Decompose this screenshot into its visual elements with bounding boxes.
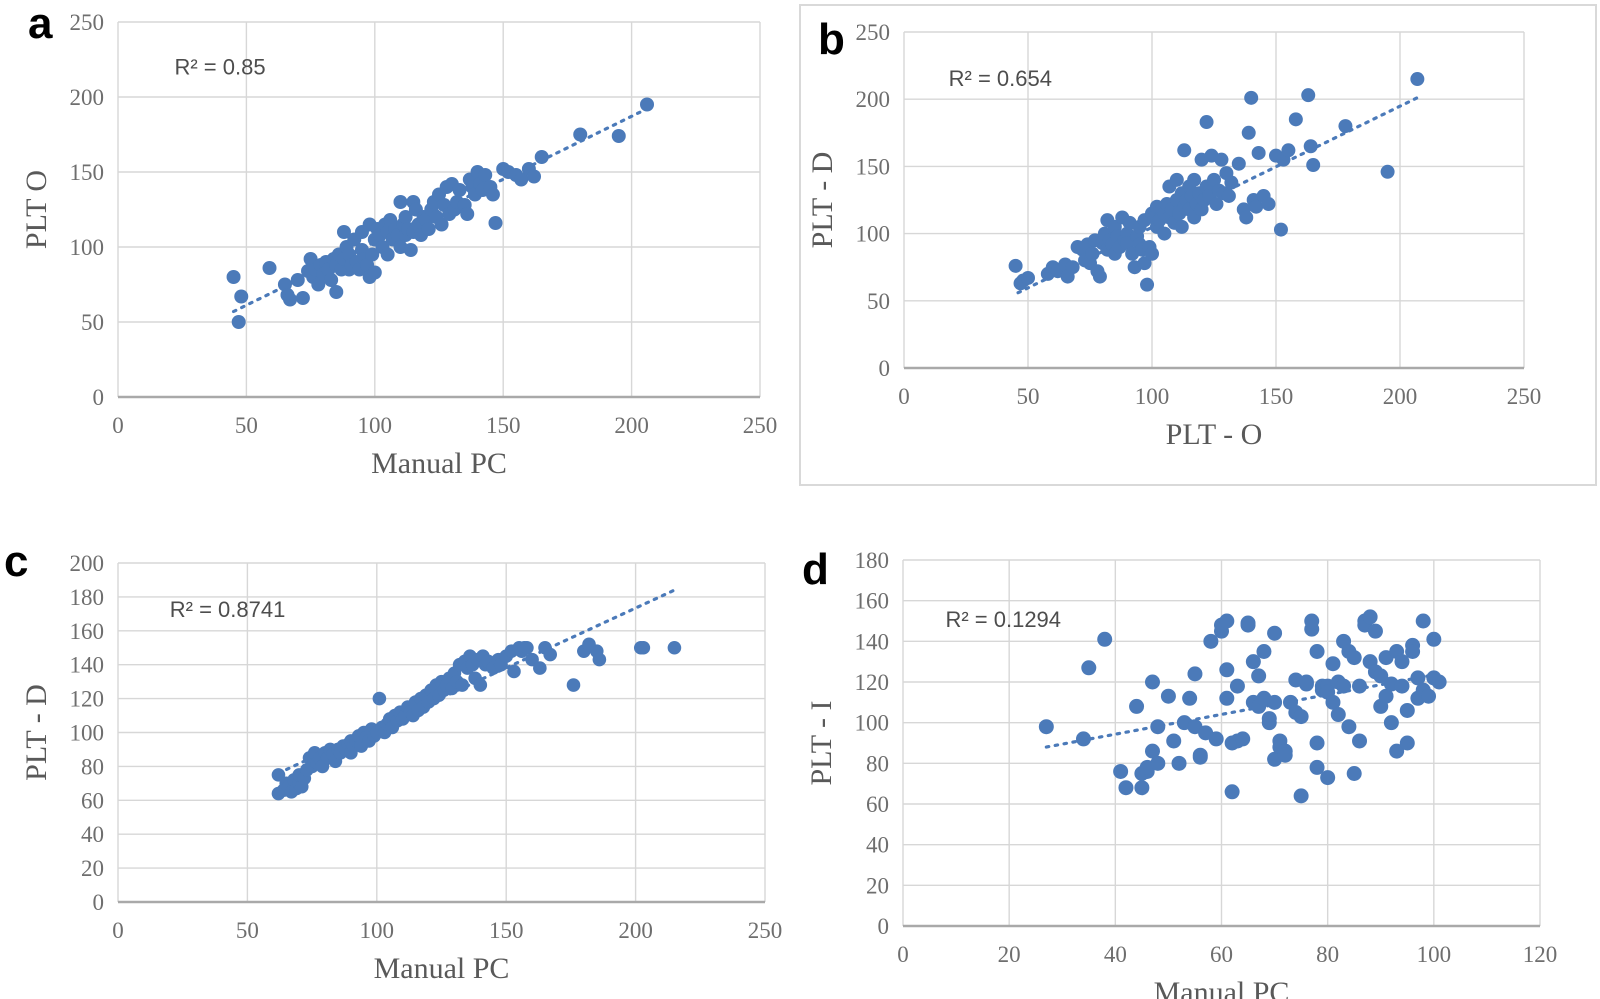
svg-text:R² = 0.8741: R² = 0.8741 [170,597,286,622]
svg-text:50: 50 [1017,384,1040,409]
svg-text:50: 50 [235,413,258,438]
svg-text:150: 150 [70,160,105,185]
svg-text:100: 100 [70,235,105,260]
svg-text:180: 180 [70,585,105,610]
svg-text:200: 200 [614,413,649,438]
svg-text:180: 180 [855,548,890,573]
svg-text:Manual PC: Manual PC [374,952,510,985]
scatter-plot-b: 0 50 100 150 200 250 0 50 100 150 200 250 PLT - O PLT… [806,20,1542,451]
svg-text:40: 40 [1104,942,1127,967]
svg-text:160: 160 [855,589,890,614]
svg-text:80: 80 [866,751,889,776]
scatter-plot-d: 0 20 40 60 80 100 120 140 160 180 0 20 40 60 80 100 120 M… [805,548,1558,999]
svg-text:200: 200 [618,918,653,943]
svg-text:20: 20 [998,942,1021,967]
svg-text:50: 50 [236,918,259,943]
svg-text:200: 200 [1383,384,1418,409]
panel-letter-c: c [4,537,29,586]
svg-text:250: 250 [70,10,105,35]
svg-text:200: 200 [856,87,891,112]
svg-text:60: 60 [1210,942,1233,967]
svg-text:0: 0 [93,890,105,915]
svg-text:0: 0 [897,942,909,967]
svg-text:100: 100 [855,711,890,736]
svg-text:120: 120 [70,687,105,712]
svg-text:PLT - D: PLT - D [20,684,53,781]
svg-text:0: 0 [112,918,124,943]
svg-text:Manual PC: Manual PC [1154,976,1290,999]
svg-text:Manual PC: Manual PC [371,447,507,480]
scatter-plot-c: 0 20 40 60 80 100 120 140 160 180 200 0 50 100 150 200 2… [20,551,783,985]
svg-text:120: 120 [1523,942,1558,967]
svg-text:PLT O: PLT O [20,170,53,249]
svg-text:60: 60 [866,792,889,817]
scatter-plot-a: 0 50 100 150 200 250 0 50 100 150 200 250 Manual PC P… [20,10,778,480]
panel-letter-d: d [802,545,829,594]
svg-text:0: 0 [112,413,124,438]
svg-text:PLT - I: PLT - I [805,700,838,785]
svg-text:PLT - O: PLT - O [1166,418,1263,451]
svg-text:140: 140 [855,629,890,654]
svg-text:0: 0 [93,385,105,410]
svg-text:80: 80 [81,754,104,779]
svg-text:250: 250 [748,918,783,943]
svg-text:20: 20 [866,873,889,898]
svg-text:100: 100 [1417,942,1452,967]
svg-text:200: 200 [70,85,105,110]
svg-text:140: 140 [70,653,105,678]
svg-text:150: 150 [486,413,521,438]
svg-text:50: 50 [867,289,890,314]
svg-text:R² = 0.85: R² = 0.85 [174,55,265,80]
svg-text:20: 20 [81,856,104,881]
svg-text:100: 100 [70,721,105,746]
svg-text:0: 0 [898,384,910,409]
svg-text:40: 40 [81,822,104,847]
svg-text:80: 80 [1316,942,1339,967]
svg-text:150: 150 [489,918,524,943]
panel-letter-a: a [28,0,53,48]
svg-text:250: 250 [743,413,778,438]
svg-text:100: 100 [358,413,393,438]
svg-text:100: 100 [1135,384,1170,409]
svg-text:250: 250 [1507,384,1542,409]
svg-text:R² = 0.1294: R² = 0.1294 [945,607,1061,632]
panel-b-frame [799,4,1597,486]
svg-text:R² = 0.654: R² = 0.654 [949,66,1052,91]
svg-text:150: 150 [1259,384,1294,409]
svg-text:0: 0 [878,914,890,939]
svg-text:100: 100 [360,918,395,943]
svg-text:0: 0 [879,356,891,381]
svg-text:150: 150 [856,154,891,179]
svg-text:PLT - D: PLT - D [806,152,839,249]
svg-text:120: 120 [855,670,890,695]
svg-text:250: 250 [856,20,891,45]
svg-text:160: 160 [70,619,105,644]
svg-text:200: 200 [70,551,105,576]
svg-text:50: 50 [81,310,104,335]
svg-text:100: 100 [856,222,891,247]
svg-text:40: 40 [866,833,889,858]
svg-text:60: 60 [81,788,104,813]
panel-letter-b: b [818,15,845,64]
